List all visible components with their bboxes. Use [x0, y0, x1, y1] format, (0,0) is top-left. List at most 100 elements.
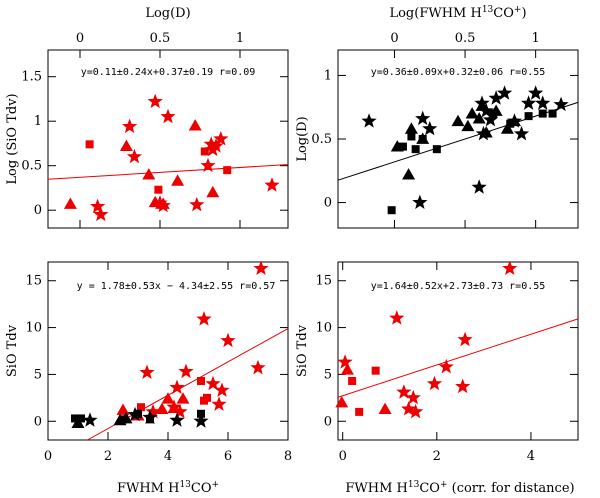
fit-equation: y=0.11±0.24x+0.37±0.19 r=0.09: [81, 67, 256, 78]
top-axis-label: Log(FWHM H13CO+): [389, 5, 526, 21]
x-tick-label: 0: [339, 449, 347, 464]
x-tick-label: 2: [104, 449, 112, 464]
star-point: [139, 364, 155, 380]
star-point: [412, 194, 428, 210]
y-tick-label: 5: [34, 367, 42, 382]
axis-ticks: 0 2 4 6 8 0 5 10 15: [25, 262, 292, 464]
x-tick-label: 2: [433, 449, 441, 464]
star-point: [457, 331, 473, 347]
star-point: [214, 382, 230, 397]
square-point: [134, 409, 142, 418]
x-tick-label: 0: [390, 31, 398, 46]
x-tick-label: 1: [532, 31, 540, 46]
triangle-point: [161, 392, 175, 404]
square-point: [524, 112, 533, 121]
triangle-point: [176, 392, 190, 404]
square-point: [432, 145, 441, 154]
triangle-point: [479, 126, 493, 138]
fit-line: [337, 101, 579, 181]
panel-bottom-right: y=1.64±0.52x+2.73±0.73 r=0.55 SiO Tdv FW…: [295, 260, 579, 496]
square-point: [119, 415, 127, 424]
star-point: [553, 96, 569, 112]
panel-top-right: Log(FWHM H13CO+) y=0.36±0.09x+0.32±0.06 …: [295, 5, 579, 229]
star-point: [152, 195, 168, 210]
axis-ticks: 0 0.5 1 0 0.5 1 1.5: [21, 31, 288, 228]
top-axis-label: Log(D): [145, 6, 190, 21]
y-tick-label: 15: [25, 274, 42, 289]
star-point: [488, 90, 504, 105]
triangle-point: [451, 114, 465, 127]
triangle-point: [461, 119, 475, 132]
star-point: [147, 93, 163, 109]
star-point: [211, 396, 227, 411]
data-points: [63, 93, 280, 222]
y-axis-label: SiO Tdv: [5, 324, 20, 377]
fit-line-group: [337, 101, 579, 181]
star-point: [337, 354, 353, 369]
star-point: [415, 110, 431, 126]
y-axis-label: SiO Tdv: [295, 324, 310, 377]
triangle-point: [500, 122, 514, 134]
axis-ticks: 0 0.5 1 0 0.5 1: [311, 31, 578, 228]
triangle-point: [119, 139, 133, 151]
fit-line-group: [47, 164, 289, 180]
star-point: [422, 120, 438, 136]
x-axis-label: FWHM H13CO+: [117, 480, 219, 496]
square-point: [411, 145, 420, 154]
y-tick-label: 0.5: [311, 132, 332, 147]
x-tick-label: 1: [236, 31, 244, 46]
square-point: [538, 109, 547, 118]
fit-equation: y=1.64±0.52x+2.73±0.73 r=0.55: [371, 281, 546, 292]
axis-ticks: 0 2 4 0 5 10 15: [315, 262, 578, 464]
y-axis-label: Log(D): [295, 116, 310, 161]
triangle-point: [335, 396, 349, 408]
square-point: [71, 414, 79, 423]
square-point: [418, 135, 427, 143]
data-points: [71, 260, 269, 429]
triangle-point: [148, 195, 162, 208]
star-point: [520, 95, 537, 110]
triangle-point: [167, 401, 181, 414]
x-tick-label: 6: [224, 449, 232, 464]
panel-top-left: Log(D) y=0.11±0.24x+0.37±0.19 r=0.09 Log…: [5, 6, 289, 229]
square-point: [154, 185, 163, 194]
star-point: [126, 148, 143, 164]
triangle-point: [404, 122, 418, 134]
star-point: [471, 179, 487, 194]
star-point: [189, 196, 205, 212]
square-point: [85, 140, 94, 149]
star-point: [513, 125, 530, 141]
star-point: [535, 95, 551, 110]
star-point: [169, 379, 185, 395]
square-point: [387, 206, 396, 215]
star-point: [93, 206, 109, 222]
data-points: [361, 85, 569, 215]
star-point: [438, 358, 454, 374]
star-point: [200, 157, 216, 173]
y-tick-label: 1: [34, 114, 42, 129]
triangle-point: [63, 197, 77, 209]
star-point: [121, 118, 138, 134]
y-tick-label: 1.5: [21, 70, 42, 85]
triangle-point: [156, 197, 170, 209]
x-tick-label: 0.5: [455, 31, 476, 46]
triangle-point: [155, 402, 169, 414]
square-point: [506, 119, 515, 128]
triangle-point: [472, 112, 486, 124]
square-point: [348, 376, 357, 385]
y-tick-label: 0.5: [21, 159, 42, 174]
star-point: [205, 375, 221, 391]
square-point: [371, 366, 380, 375]
star-point: [496, 85, 513, 100]
fit-equation: y=0.36±0.09x+0.32±0.06 r=0.55: [371, 67, 546, 78]
triangle-point: [206, 185, 220, 198]
x-tick-label: 0: [44, 449, 52, 464]
star-point: [426, 375, 443, 391]
star-point: [400, 401, 417, 416]
triangle-point: [340, 363, 354, 375]
star-point: [502, 260, 518, 276]
y-tick-label: 10: [315, 321, 332, 336]
square-point: [137, 403, 145, 412]
square-point: [77, 414, 85, 423]
